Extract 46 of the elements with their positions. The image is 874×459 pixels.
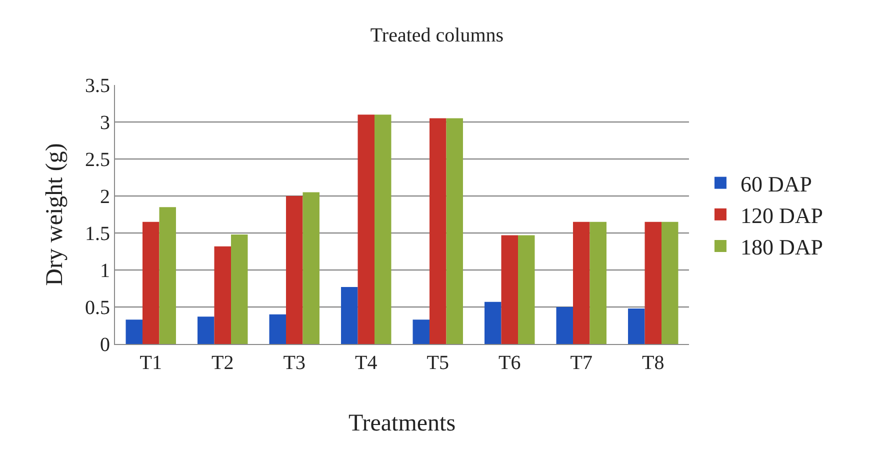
y-tick-label: 0	[100, 334, 110, 356]
x-tick-label: T1	[140, 352, 162, 374]
y-tick-label: 2	[100, 186, 110, 208]
bar	[159, 207, 176, 344]
bar	[374, 114, 392, 344]
chart-title: Treated columns	[370, 24, 504, 47]
bar	[142, 222, 160, 344]
bar	[341, 287, 358, 344]
bar	[501, 235, 518, 344]
x-tick-label: T6	[498, 352, 521, 374]
x-tick-label: T7	[570, 352, 592, 374]
bar	[286, 196, 303, 344]
y-tick-label: 0.5	[85, 297, 110, 319]
bar	[484, 302, 502, 344]
bar	[573, 222, 590, 344]
bar	[628, 308, 645, 344]
y-tick-label: 1	[100, 260, 110, 282]
bar	[662, 222, 678, 344]
bar	[644, 222, 662, 344]
x-tick-label: T8	[642, 352, 664, 374]
y-tick-label: 1.5	[85, 223, 110, 245]
bar	[518, 235, 535, 344]
bar	[302, 192, 320, 344]
bar	[430, 118, 446, 344]
bar	[412, 320, 430, 344]
bar	[269, 314, 286, 344]
y-tick-label: 2.5	[85, 149, 110, 171]
y-tick-label: 3	[100, 112, 110, 134]
x-axis-title: Treatments	[348, 410, 456, 436]
bar	[231, 234, 248, 344]
y-axis-title: Dry weight (g)	[42, 143, 68, 286]
bar	[198, 316, 214, 344]
bar	[556, 307, 573, 344]
bar	[358, 114, 374, 344]
bar	[590, 222, 606, 344]
bar	[214, 246, 231, 344]
y-tick-label: 3.5	[85, 75, 110, 97]
x-tick-label: T4	[355, 352, 378, 374]
x-tick-label: T2	[212, 352, 234, 374]
x-tick-label: T3	[283, 352, 306, 374]
legend-label: 60 DAP	[740, 171, 812, 196]
x-tick-label: T5	[426, 352, 449, 374]
bar	[446, 118, 463, 344]
legend-label: 120 DAP	[740, 202, 823, 228]
legend-label: 180 DAP	[740, 234, 823, 260]
bar	[126, 320, 142, 344]
